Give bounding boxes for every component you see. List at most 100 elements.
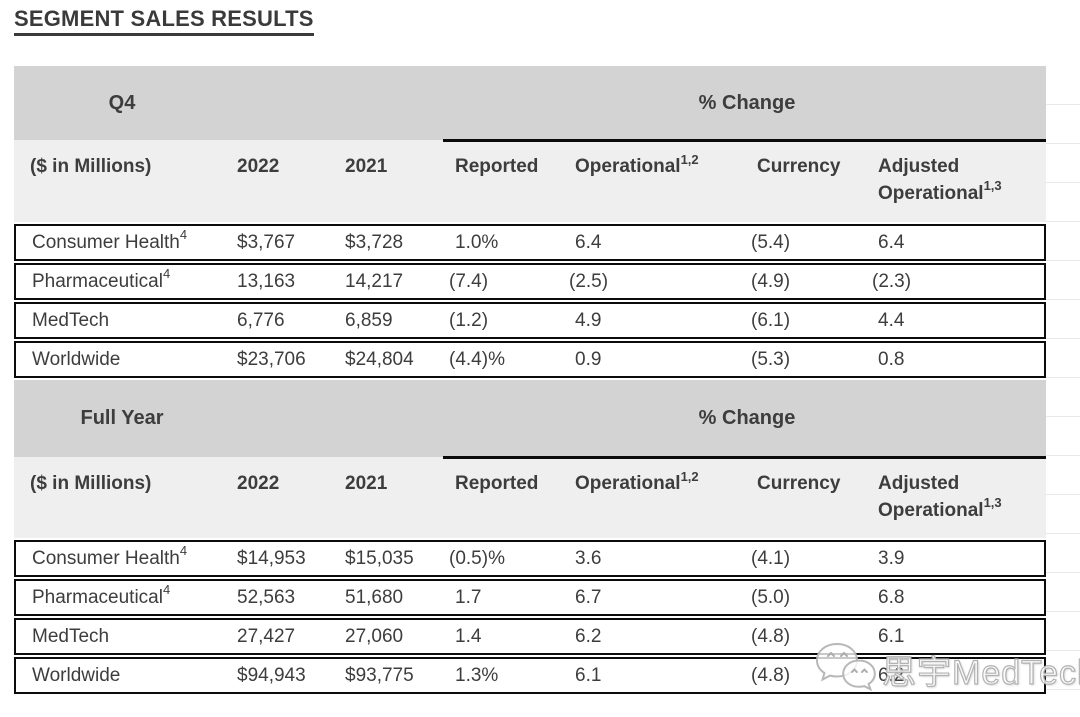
background-grid-lines	[1046, 66, 1080, 712]
adjusted-operational-change-cell: 6.4	[871, 224, 1046, 261]
page-title: SEGMENT SALES RESULTS	[14, 6, 314, 36]
reported-change-cell: (4.4)%	[448, 341, 568, 378]
sales-2022-cell: 13,163	[230, 263, 338, 300]
adjusted-operational-change-cell: 6.1	[871, 618, 1046, 655]
column-header-operational: Operational1,2	[575, 468, 699, 494]
footnote-marker: 1,3	[983, 495, 1002, 511]
column-header-2021: 2021	[345, 156, 388, 177]
operational-change-cell: 3.6	[568, 540, 750, 577]
table-row: Pharmaceutical4 52,563 51,680 1.7 6.7 (5…	[14, 579, 1046, 616]
operational-change-cell: 4.9	[568, 302, 750, 339]
operational-change-cell: 6.4	[568, 224, 750, 261]
sales-2021-cell: $24,804	[338, 341, 448, 378]
footnote-marker: 4	[179, 227, 188, 243]
currency-change-cell: (5.3)	[750, 341, 871, 378]
reported-change-cell: 1.3%	[448, 657, 568, 694]
reported-change-cell: (1.2)	[448, 302, 568, 339]
percent-change-header: % Change	[698, 407, 796, 429]
sales-2022-cell: 6,776	[230, 302, 338, 339]
currency-change-cell: (4.8)	[750, 657, 871, 694]
sales-2022-cell: $23,706	[230, 341, 338, 378]
watermark: 思宇MedTech	[814, 641, 1080, 698]
segment-cell: Consumer Health4	[14, 540, 230, 577]
sales-2021-cell: 14,217	[338, 263, 448, 300]
wechat-bubbles-icon	[814, 641, 880, 698]
currency-change-cell: (5.4)	[750, 224, 871, 261]
operational-change-cell: 0.9	[568, 341, 750, 378]
reported-change-cell: 1.7	[448, 579, 568, 616]
segment-cell: Worldwide	[14, 657, 230, 694]
q4-table-section: Q4 % Change ($ in Millions) 2022 2021 Re…	[14, 66, 1046, 380]
table-row: MedTech 6,776 6,859 (1.2) 4.9 (6.1) 4.4	[14, 302, 1046, 339]
reported-change-cell: (0.5)%	[448, 540, 568, 577]
footnote-marker: 4	[179, 543, 188, 559]
sales-2022-cell: $94,943	[230, 657, 338, 694]
sales-2021-cell: 27,060	[338, 618, 448, 655]
footnote-marker: 1,3	[983, 178, 1002, 194]
reported-change-cell: (7.4)	[448, 263, 568, 300]
operational-change-cell: (2.5)	[568, 263, 750, 300]
column-header-currency: Currency	[757, 156, 841, 177]
full-year-data-table: Consumer Health4 $14,953 $15,035 (0.5)% …	[14, 538, 1046, 696]
footnote-marker: 4	[162, 266, 171, 282]
column-header-operational: Operational1,2	[575, 151, 699, 177]
sales-2022-cell: 52,563	[230, 579, 338, 616]
segment-cell: MedTech	[14, 618, 230, 655]
column-header-unit: ($ in Millions)	[30, 473, 152, 494]
percent-change-rule	[443, 456, 1046, 459]
percent-change-header: % Change	[698, 91, 796, 114]
sales-2021-cell: 6,859	[338, 302, 448, 339]
column-header-2022: 2022	[237, 473, 280, 494]
operational-change-cell: 6.2	[568, 618, 750, 655]
footnote-marker: 1,2	[680, 151, 699, 167]
full-year-column-header-band: ($ in Millions) 2022 2021 Reported Opera…	[14, 456, 1046, 538]
full-year-table-section: Full Year % Change ($ in Millions) 2022 …	[14, 380, 1046, 696]
column-header-reported: Reported	[455, 473, 539, 494]
segment-cell: Pharmaceutical4	[14, 579, 230, 616]
column-header-reported: Reported	[455, 156, 539, 177]
reported-change-cell: 1.0%	[448, 224, 568, 261]
sales-2021-cell: $15,035	[338, 540, 448, 577]
column-header-adjusted-operational: Adjusted Operational1,3	[878, 156, 1002, 204]
column-header-unit: ($ in Millions)	[30, 156, 152, 177]
column-header-currency: Currency	[757, 473, 841, 494]
q4-period-band: Q4 % Change	[14, 66, 1046, 140]
table-row: Consumer Health4 $14,953 $15,035 (0.5)% …	[14, 540, 1046, 577]
q4-column-header-band: ($ in Millions) 2022 2021 Reported Opera…	[14, 139, 1046, 222]
sales-2022-cell: $3,767	[230, 224, 338, 261]
operational-change-cell: 6.1	[568, 657, 750, 694]
footnote-marker: 4	[162, 582, 171, 598]
operational-change-cell: 6.7	[568, 579, 750, 616]
full-year-period-band: Full Year % Change	[14, 380, 1046, 457]
period-label: Q4	[108, 91, 136, 114]
currency-change-cell: (6.1)	[750, 302, 871, 339]
segment-cell: MedTech	[14, 302, 230, 339]
segment-cell: Consumer Health4	[14, 224, 230, 261]
percent-change-rule	[443, 139, 1046, 142]
table-row: Worldwide $94,943 $93,775 1.3% 6.1 (4.8)…	[14, 657, 1046, 694]
adjusted-operational-change-cell: 6.2	[871, 657, 1046, 694]
currency-change-cell: (4.1)	[750, 540, 871, 577]
reported-change-cell: 1.4	[448, 618, 568, 655]
table-row: Consumer Health4 $3,767 $3,728 1.0% 6.4 …	[14, 224, 1046, 261]
q4-data-table: Consumer Health4 $3,767 $3,728 1.0% 6.4 …	[14, 222, 1046, 380]
segment-cell: Pharmaceutical4	[14, 263, 230, 300]
currency-change-cell: (5.0)	[750, 579, 871, 616]
sales-2022-cell: $14,953	[230, 540, 338, 577]
currency-change-cell: (4.9)	[750, 263, 871, 300]
sales-2021-cell: $93,775	[338, 657, 448, 694]
currency-change-cell: (4.8)	[750, 618, 871, 655]
segment-cell: Worldwide	[14, 341, 230, 378]
adjusted-operational-change-cell: 3.9	[871, 540, 1046, 577]
adjusted-operational-change-cell: 4.4	[871, 302, 1046, 339]
column-header-2021: 2021	[345, 473, 388, 494]
watermark-text: 思宇MedTech	[881, 653, 1080, 692]
sales-2022-cell: 27,427	[230, 618, 338, 655]
adjusted-operational-change-cell: 0.8	[871, 341, 1046, 378]
table-row: MedTech 27,427 27,060 1.4 6.2 (4.8) 6.1	[14, 618, 1046, 655]
footnote-marker: 1,2	[680, 468, 699, 484]
period-label: Full Year	[80, 407, 164, 429]
table-row: Pharmaceutical4 13,163 14,217 (7.4) (2.5…	[14, 263, 1046, 300]
sales-2021-cell: $3,728	[338, 224, 448, 261]
column-header-adjusted-operational: Adjusted Operational1,3	[878, 473, 1002, 521]
